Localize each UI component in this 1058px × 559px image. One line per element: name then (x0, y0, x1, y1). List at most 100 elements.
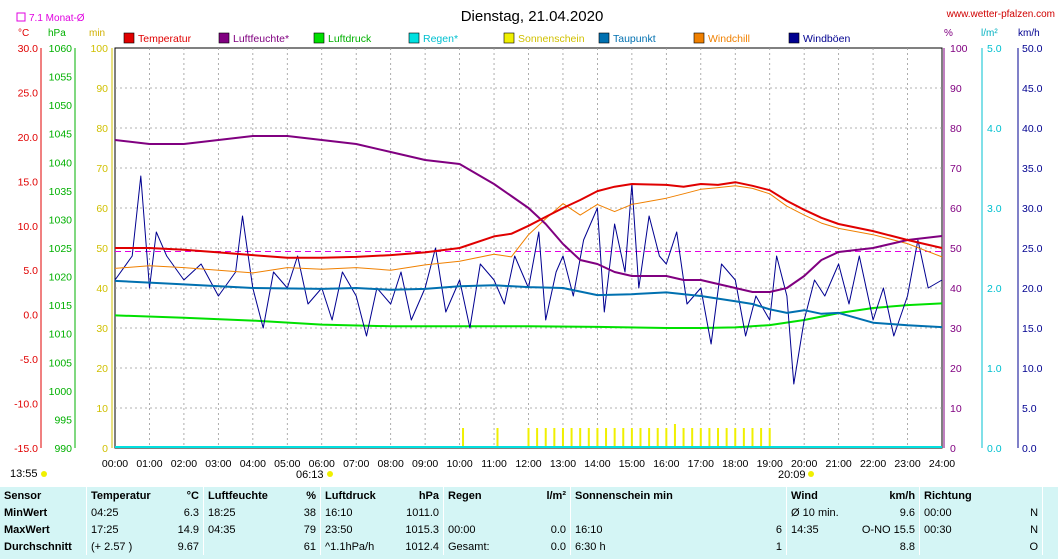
h-press-unit: hPa (418, 489, 439, 502)
temp-axis-tick-label: 25.0 (18, 87, 39, 99)
temp-axis-tick-label: 0.0 (23, 310, 38, 322)
stats-cell-h-time: 18:25 (203, 504, 284, 521)
x-tick-label: 14:00 (584, 458, 610, 470)
x-tick-label: 19:00 (757, 458, 783, 470)
legend-entry: Sonnenschein (518, 33, 585, 45)
stats-row: Durchschnitt (+ 2.57 ) 9.67 61 ^1.1hPa/h 1012… (0, 538, 1058, 555)
stats-cell--end (1042, 538, 1058, 555)
temp-axis-tick-label: 15.0 (18, 176, 39, 188)
stats-cell-t-val: 14.9 (177, 523, 199, 536)
stats-cell-r-time: Gesamt: (443, 538, 518, 555)
sunshine-bar (587, 428, 590, 448)
humidity-axis-tick-label: 80 (950, 123, 962, 135)
unit-pct: % (944, 28, 953, 39)
humidity-axis-tick-label: 70 (950, 163, 962, 175)
stats-cell-d-time: 00:00 (919, 504, 995, 521)
wind-axis-tick-label: 25.0 (1022, 243, 1043, 255)
humidity-axis-tick-label: 100 (950, 43, 968, 55)
stats-cell-w-val: 9.6 (899, 506, 916, 519)
unit-temp: °C (18, 28, 29, 39)
h-wind: Wind (786, 487, 858, 504)
rain-axis-tick-label: 3.0 (987, 203, 1002, 215)
grid (114, 47, 943, 449)
sunshine-bar (462, 428, 465, 448)
temp-axis-tick-label: 30.0 (18, 43, 39, 55)
humidity-axis-tick-label: 60 (950, 203, 962, 215)
rain-axis-tick-label: 5.0 (987, 43, 1002, 55)
stats-cell-s-time: 16:10 (569, 521, 728, 538)
stats-cell-p-val: 1011.0 (406, 506, 439, 519)
stats-cell-p-time: ^1.1hPa/h (320, 538, 399, 555)
legend-swatch (123, 32, 135, 44)
legend-swatch (788, 32, 800, 44)
chart-title: Dienstag, 21.04.2020 (461, 8, 604, 25)
pressure-axis-tick-label: 990 (54, 443, 72, 455)
sunshine-axis-tick-label: 50 (96, 243, 108, 255)
x-tick-label: 23:00 (894, 458, 920, 470)
rain-axis-tick-label: 2.0 (987, 283, 1002, 295)
x-tick-label: 13:00 (550, 458, 576, 470)
sunshine-bar (527, 428, 530, 448)
x-tick-label: 08:00 (378, 458, 404, 470)
pressure-axis-tick-label: 1015 (49, 300, 73, 312)
sunshine-bar (496, 428, 499, 448)
sunshine-bar (734, 428, 737, 448)
sunshine-axis-tick-label: 80 (96, 123, 108, 135)
sunrise-time: 06:13 (296, 469, 324, 481)
x-tick-label: 15:00 (619, 458, 645, 470)
wind-axis-tick-label: 40.0 (1022, 123, 1043, 135)
sunshine-axis-tick-label: 40 (96, 283, 108, 295)
temp-axis-tick-label: -10.0 (14, 399, 38, 411)
sunshine-bar (596, 428, 599, 448)
x-tick-label: 01:00 (136, 458, 162, 470)
stats-cell-s-time: 6:30 h (569, 538, 728, 555)
stats-row: MinWert 04:25 6.3 18:25 38 16:10 1011.0 Ø 10 mi… (0, 504, 1058, 521)
avg-label: 7.1 Monat-Ø (29, 13, 85, 24)
x-tick-label: 16:00 (653, 458, 679, 470)
wind-axis-tick-label: 0.0 (1022, 443, 1037, 455)
sunset-icon (808, 471, 814, 477)
pressure-axis-tick-label: 995 (54, 414, 72, 426)
legend-swatch (218, 32, 230, 44)
unit-min: min (89, 28, 105, 39)
x-tick-label: 09:00 (412, 458, 438, 470)
site-link[interactable]: www.wetter-pfalzen.com (946, 9, 1055, 20)
humidity-axis-tick-label: 30 (950, 323, 962, 335)
series-luftdruck (114, 302, 943, 329)
stats-header-row: Sensor Temperatur °C Luftfeuchte % Luftd… (0, 487, 1058, 504)
pressure-axis-tick-label: 1060 (49, 43, 73, 55)
stats-cell-t-val: 9.67 (177, 540, 199, 553)
pressure-axis-tick-label: 1030 (49, 214, 73, 226)
stats-cell-d-time (919, 538, 995, 555)
sunshine-bar (544, 428, 547, 448)
legend: Temperatur Luftfeuchte* Luftdruck Regen* Son… (123, 32, 850, 45)
wind-axis-tick-label: 50.0 (1022, 43, 1043, 55)
sunshine-bar (725, 428, 728, 448)
sunshine-bar (553, 428, 556, 448)
pressure-axis-tick-label: 1035 (49, 186, 73, 198)
sunshine-bar (639, 428, 642, 448)
stats-cell-h-time: 04:35 (203, 521, 284, 538)
wind-axis-tick-label: 30.0 (1022, 203, 1043, 215)
sunshine-bar (717, 428, 720, 448)
rain-axis-tick-label: 4.0 (987, 123, 1002, 135)
sunrise-icon (327, 471, 333, 477)
pressure-axis-tick-label: 1010 (49, 329, 73, 341)
stats-cell-p-time: 16:10 (320, 504, 399, 521)
corner-sun-icon (41, 471, 47, 477)
rain-axis-tick-label: 0.0 (987, 443, 1002, 455)
sunshine-axis-tick-label: 60 (96, 203, 108, 215)
legend-swatch (408, 32, 420, 44)
x-tick-label: 04:00 (240, 458, 266, 470)
h-rain-unit: l/m² (546, 489, 566, 502)
series-lines (114, 135, 943, 448)
sunshine-bar (673, 424, 676, 448)
stats-cell-p-time: 23:50 (320, 521, 399, 538)
sunshine-axis-tick-label: 30 (96, 323, 108, 335)
legend-entry: Windchill (708, 33, 750, 45)
humidity-axis-tick-label: 50 (950, 243, 962, 255)
stats-cell-s-val: 1 (775, 540, 783, 553)
h-dir-spacer (994, 487, 1043, 504)
x-tick-label: 22:00 (860, 458, 886, 470)
